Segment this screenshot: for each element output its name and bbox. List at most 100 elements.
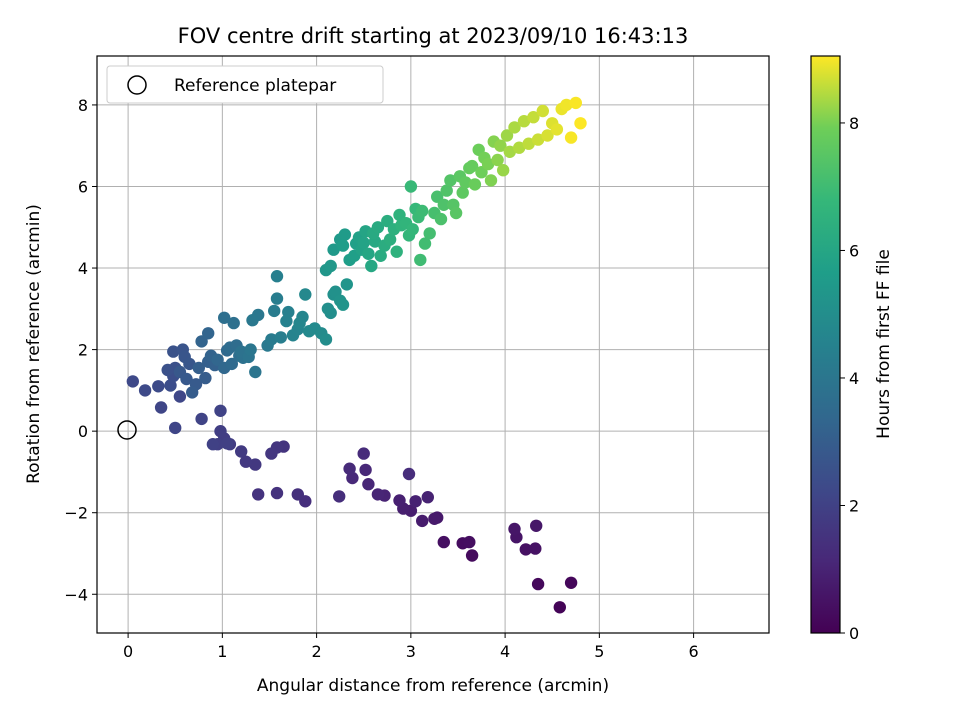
- data-point: [531, 133, 545, 146]
- data-point: [362, 247, 375, 260]
- data-point: [456, 186, 469, 199]
- data-point: [531, 577, 545, 591]
- colorbar-tick-label: 6: [849, 241, 859, 260]
- data-point: [249, 458, 262, 471]
- data-point: [359, 463, 372, 477]
- data-point: [167, 345, 180, 358]
- grid-lines: [97, 56, 769, 633]
- data-point: [508, 121, 521, 134]
- data-point: [513, 141, 526, 154]
- data-point: [214, 404, 227, 417]
- data-point: [225, 357, 238, 371]
- data-point: [319, 333, 333, 346]
- data-point: [574, 117, 587, 130]
- data-points: [126, 96, 587, 614]
- data-point: [183, 357, 196, 371]
- data-point: [333, 490, 346, 503]
- colorbar-tick-label: 8: [849, 114, 859, 133]
- data-point: [465, 549, 479, 562]
- data-point: [468, 178, 482, 191]
- data-point: [357, 447, 370, 460]
- x-axis-ticks: 0 1 2 3 4 5 6: [123, 633, 699, 661]
- x-tick-label: 6: [689, 642, 699, 661]
- data-point: [519, 543, 532, 556]
- data-point: [383, 233, 397, 246]
- data-point: [218, 311, 231, 324]
- x-tick-label: 5: [594, 642, 604, 661]
- data-point: [164, 379, 177, 392]
- reference-platepar-point: [117, 420, 137, 440]
- y-tick-label: 8: [78, 96, 88, 115]
- data-point: [434, 212, 448, 226]
- y-tick-label: 0: [78, 422, 88, 441]
- data-point: [338, 228, 352, 241]
- y-axis-ticks: −4 −2 0 2 4 6 8: [64, 96, 97, 604]
- data-point: [402, 467, 416, 481]
- data-point: [192, 361, 205, 375]
- data-point: [553, 601, 566, 614]
- data-point: [416, 204, 429, 218]
- data-point: [459, 176, 472, 189]
- data-point: [406, 223, 419, 236]
- data-point: [522, 137, 535, 150]
- data-point: [214, 425, 227, 438]
- colorbar-ticks: 0 2 4 6 8: [840, 114, 859, 643]
- data-point: [365, 259, 378, 273]
- legend-label: Reference platepar: [174, 76, 336, 96]
- data-point: [299, 288, 312, 301]
- data-point: [437, 535, 450, 549]
- y-tick-label: 4: [78, 259, 88, 278]
- data-point: [265, 447, 278, 460]
- data-point: [321, 302, 335, 315]
- colorbar-title: Hours from first FF file: [874, 249, 894, 439]
- data-point: [280, 314, 293, 328]
- data-point: [173, 390, 187, 403]
- data-point: [404, 180, 418, 193]
- legend-box: [106, 65, 384, 104]
- data-point: [270, 292, 284, 305]
- data-point: [227, 316, 240, 330]
- data-point: [268, 304, 281, 318]
- data-point: [220, 437, 234, 450]
- data-point: [503, 145, 516, 158]
- data-point: [423, 227, 436, 240]
- legend-marker: [127, 75, 147, 95]
- data-point: [327, 243, 340, 256]
- data-point: [437, 198, 450, 211]
- data-point: [357, 236, 370, 249]
- data-point: [244, 343, 257, 356]
- colorbar-tick-label: 2: [849, 496, 859, 515]
- data-point: [463, 535, 476, 549]
- x-tick-label: 0: [123, 642, 133, 661]
- data-point: [409, 495, 422, 508]
- data-point: [393, 494, 406, 507]
- data-point: [517, 115, 531, 128]
- x-tick-label: 2: [312, 642, 322, 661]
- data-point: [536, 104, 549, 118]
- data-point: [449, 206, 463, 220]
- data-point: [484, 174, 498, 187]
- data-point: [421, 491, 434, 504]
- x-tick-label: 3: [406, 642, 416, 661]
- data-point: [569, 96, 582, 110]
- data-point: [340, 278, 353, 291]
- y-axis-title: Rotation from reference (arcmin): [24, 204, 44, 484]
- data-point: [336, 298, 350, 311]
- data-point: [440, 184, 453, 197]
- data-point: [126, 375, 139, 388]
- data-point: [530, 519, 543, 532]
- plot-background: [97, 56, 769, 633]
- data-point: [500, 129, 514, 142]
- data-point: [336, 239, 350, 252]
- y-tick-label: 2: [78, 341, 88, 360]
- data-point: [564, 131, 578, 144]
- data-point: [169, 421, 182, 435]
- data-point: [270, 270, 284, 283]
- data-point: [527, 111, 540, 124]
- data-point: [291, 488, 304, 501]
- colorbar-tick-label: 0: [849, 624, 859, 643]
- y-tick-label: −4: [64, 585, 88, 604]
- data-point: [202, 327, 215, 340]
- data-point: [343, 462, 356, 475]
- data-point: [246, 314, 259, 327]
